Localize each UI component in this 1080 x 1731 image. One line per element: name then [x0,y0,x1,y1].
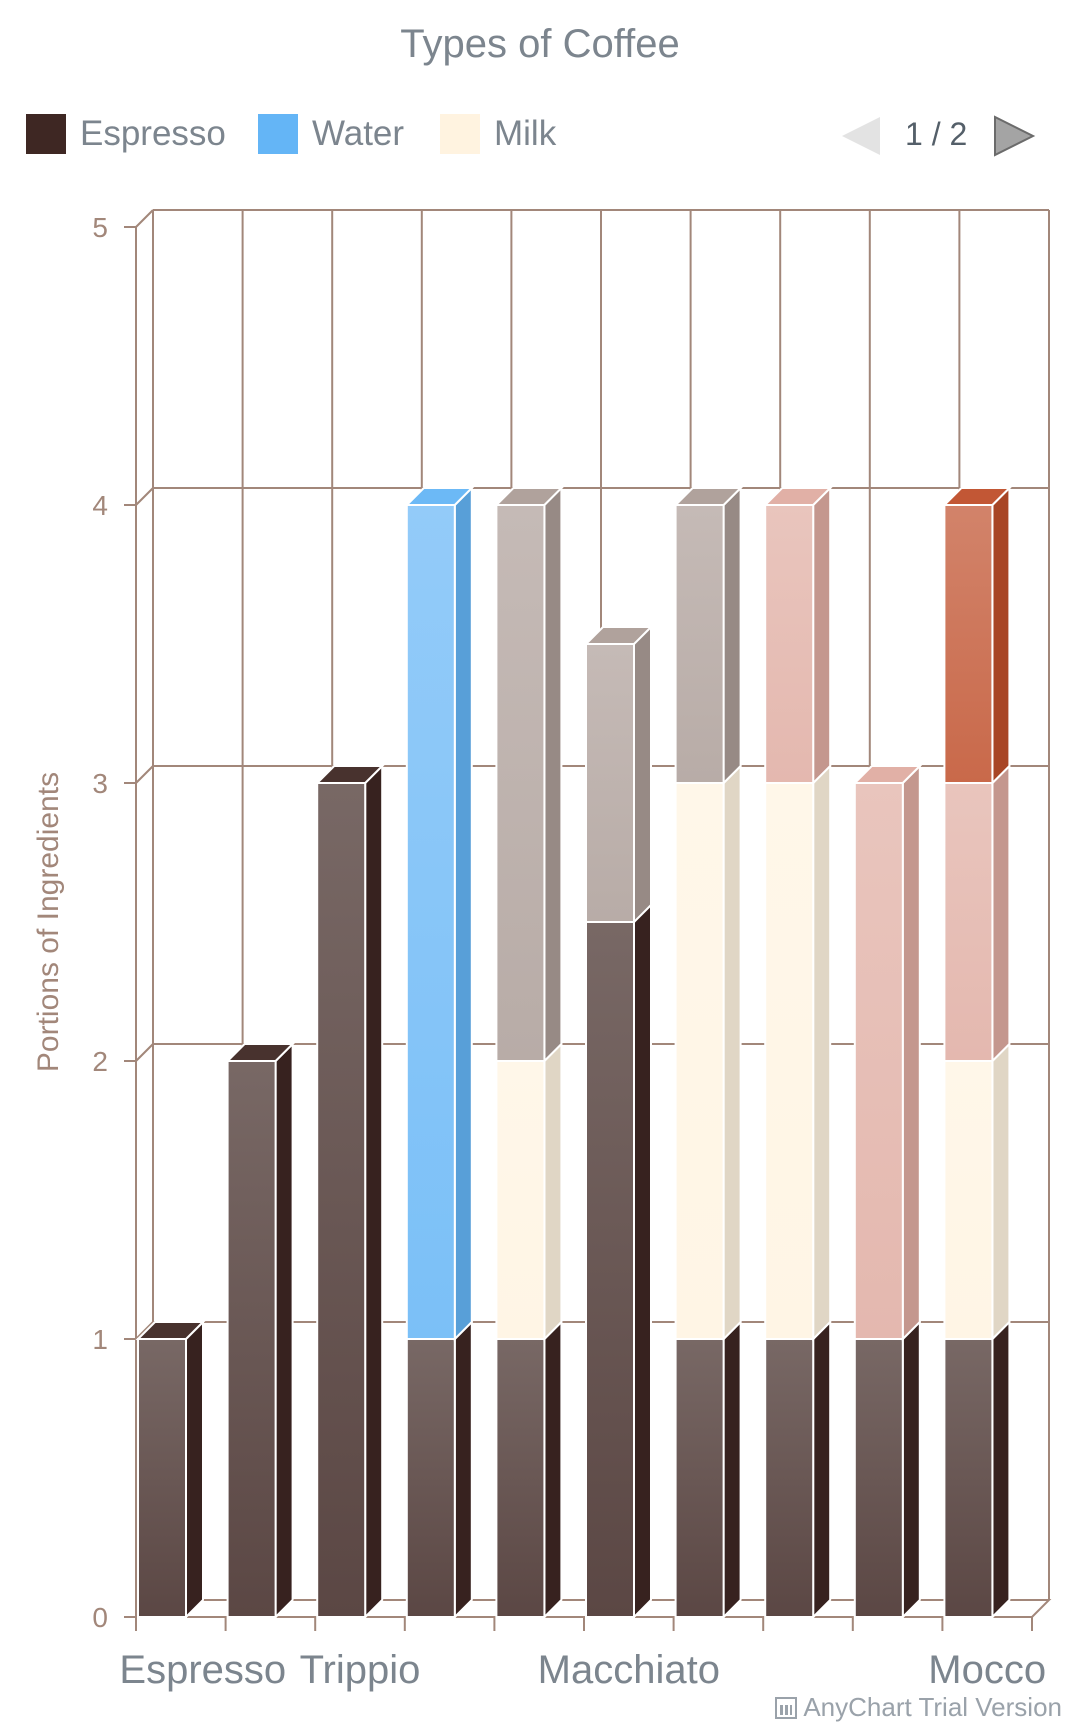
gridline-side [135,209,154,228]
bar-side-series-3 [543,485,563,1064]
bar-side-series-5 [991,485,1011,786]
x-tick-label: Trippio [300,1648,421,1692]
bar-side-milk [543,1041,563,1342]
bar-milk [495,1060,546,1340]
bar-milk [674,782,725,1340]
bar-series-4 [764,504,815,784]
bar-series-5 [943,504,994,784]
bar-side-espresso [633,902,652,1620]
bar-milk [764,782,815,1340]
bar-side-milk [991,1041,1011,1342]
bar-side-water [453,485,473,1342]
y-tick-label: 5 [92,212,108,243]
bar-side-espresso [364,763,384,1620]
bar-series-4 [943,782,994,1062]
bar-top [404,487,475,506]
gridline-side [135,1321,154,1340]
bar-top [135,1321,206,1340]
bar-side-series-4 [991,763,1011,1064]
bar-side-milk [722,763,742,1342]
bar-series-4 [853,782,904,1340]
bar-series-3 [674,504,725,784]
legend-label-water: Water [312,114,405,153]
bar-top [673,487,744,506]
bar-side-espresso [812,1319,832,1620]
gridline-side [135,765,154,784]
bar-top [314,765,385,784]
bar-top [762,487,833,506]
y-tick-label: 3 [92,768,108,799]
bar-side-espresso [722,1319,742,1620]
bar-espresso [764,1338,815,1618]
x-tick-label: Mocco [928,1648,1046,1692]
bar-series-3 [495,504,546,1062]
y-tick-label: 1 [92,1324,108,1355]
legend-item-milk[interactable]: Milk [440,112,556,156]
bar-espresso [943,1338,994,1618]
bar-water [405,504,456,1340]
bar-espresso [316,782,367,1618]
bar-side-espresso [901,1319,921,1620]
y-tick-label: 4 [92,490,108,521]
bar-espresso [585,921,635,1618]
pager-prev-arrow-icon[interactable] [838,114,882,158]
legend-swatch-espresso [26,114,66,154]
bar-espresso [495,1338,546,1618]
bar-side-milk [812,763,832,1342]
chart-logo-icon [775,1696,798,1719]
bar-side-espresso [453,1319,473,1620]
bar-side-series-3 [722,485,742,786]
legend-label-milk: Milk [494,114,557,153]
legend-label-espresso: Espresso [80,114,226,153]
bar-top [941,487,1012,506]
x-tick-label: Macchiato [538,1648,720,1692]
bar-side-espresso [543,1319,563,1620]
bar-top [493,487,564,506]
bar-side-series-3 [633,624,652,925]
bar-side-series-4 [901,763,921,1342]
bar-side-espresso [185,1319,204,1620]
bar-espresso [853,1338,904,1618]
chart-title: Types of Coffee [400,22,680,66]
legend-item-water[interactable]: Water [258,112,404,156]
y-tick-label: 0 [92,1602,108,1633]
bar-espresso [405,1338,456,1618]
bar-milk [943,1060,994,1340]
bar-side-espresso [274,1041,294,1620]
bar-espresso [226,1060,277,1618]
legend-pager-text: 1 / 2 [905,116,968,152]
bar-espresso [137,1338,187,1618]
bar-top [225,1043,296,1062]
watermark-text: AnyChart Trial Version [803,1692,1062,1722]
legend-swatch-water [258,114,298,154]
bar-side-espresso [991,1319,1011,1620]
legend-item-espresso[interactable]: Espresso [26,112,226,156]
y-axis-title: Portions of Ingredients [32,772,65,1072]
pager-next-arrow-icon[interactable] [992,114,1036,158]
bar-side-series-4 [812,485,832,786]
watermark[interactable]: AnyChart Trial Version [775,1692,1062,1723]
x-tick-label: Espresso [119,1648,286,1692]
bar-series-3 [585,643,635,923]
gridline-side [135,487,154,506]
y-tick-label: 2 [92,1046,108,1077]
bar-espresso [674,1338,725,1618]
bar-top [852,765,923,784]
legend-swatch-milk [440,114,480,154]
bar-top [583,626,654,645]
gridline-side [135,1043,154,1062]
